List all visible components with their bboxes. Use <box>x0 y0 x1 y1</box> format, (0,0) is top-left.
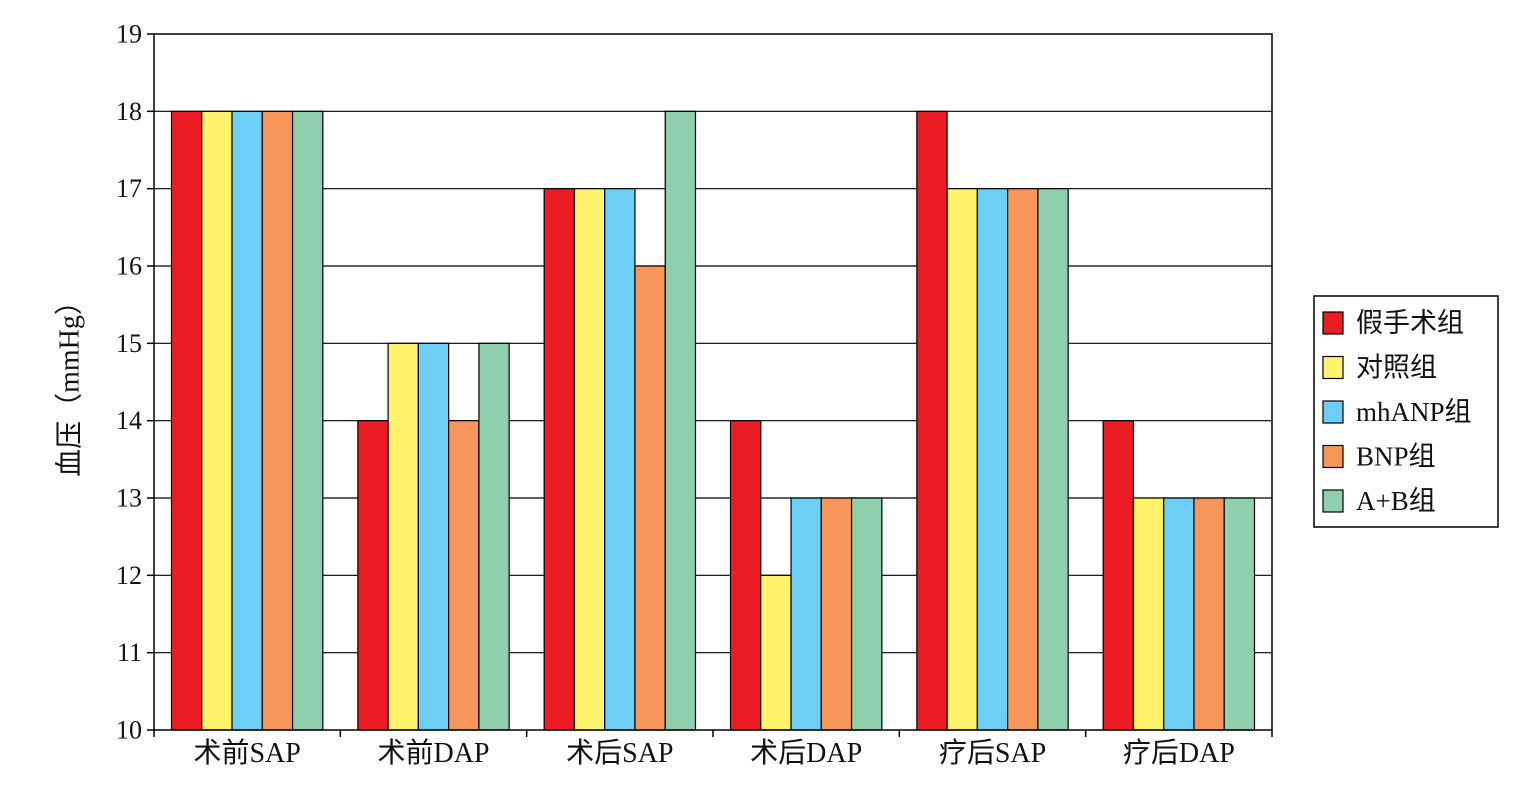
legend-label: 对照组 <box>1356 353 1437 383</box>
bar <box>976 188 1009 731</box>
gridlines <box>154 110 1272 654</box>
bar <box>790 497 822 731</box>
y-tick-label: 11 <box>117 638 142 667</box>
bar <box>664 110 697 731</box>
y-tick-label: 14 <box>116 406 142 435</box>
bar <box>1223 497 1256 731</box>
y-axis-ticks: 10 11 12 13 14 15 16 17 18 19 <box>116 20 154 745</box>
bar <box>573 188 606 731</box>
y-tick-label: 19 <box>116 20 142 49</box>
bar <box>1132 497 1165 731</box>
bar <box>760 574 792 731</box>
bar <box>604 188 636 731</box>
legend-swatch <box>1322 489 1344 513</box>
bar <box>448 420 480 731</box>
legend-frame <box>1313 295 1499 528</box>
x-tick-label: 术后SAP <box>566 737 673 769</box>
y-axis-label: 血压（mmHg） <box>54 287 86 477</box>
legend-swatch <box>1322 311 1344 335</box>
bar <box>291 110 324 731</box>
y-tick-label: 18 <box>116 97 142 126</box>
bar <box>850 497 883 731</box>
x-axis-ticks: 术前SAP 术前DAP 术后SAP 术后DAP 疗后SAP 疗后DAP <box>153 730 1273 769</box>
bar <box>357 420 389 731</box>
legend-swatch <box>1322 400 1344 424</box>
bar <box>478 342 510 731</box>
bar <box>387 342 419 731</box>
bar <box>1102 420 1135 731</box>
y-tick-label: 16 <box>116 252 142 281</box>
bar <box>729 420 762 731</box>
legend-swatch <box>1322 355 1344 380</box>
bar <box>1193 497 1225 731</box>
y-tick-label: 17 <box>116 174 142 203</box>
bar <box>1037 188 1069 731</box>
bar <box>1163 497 1195 731</box>
bar <box>946 188 978 731</box>
bar <box>261 110 294 731</box>
bar <box>201 110 233 731</box>
bar <box>820 497 853 731</box>
legend-label: 假手术组 <box>1356 308 1464 338</box>
legend-label: mhANP组 <box>1356 397 1472 427</box>
x-tick-label: 疗后SAP <box>939 737 1046 769</box>
bar <box>231 110 263 731</box>
x-tick-label: 术前DAP <box>377 737 489 769</box>
x-tick-label: 术前SAP <box>193 737 300 769</box>
bar <box>634 265 666 731</box>
legend-swatch <box>1322 444 1344 469</box>
bar <box>916 110 948 731</box>
legend-label: BNP组 <box>1356 442 1436 472</box>
bar <box>543 188 576 731</box>
y-tick-label: 15 <box>116 329 142 358</box>
bar <box>170 110 203 731</box>
y-tick-label: 13 <box>116 484 142 513</box>
legend-label: A+B组 <box>1356 486 1436 516</box>
bar <box>1007 188 1039 731</box>
x-tick-label: 疗后DAP <box>1123 737 1235 769</box>
x-tick-label: 术后DAP <box>750 737 862 769</box>
y-tick-label: 10 <box>116 716 142 745</box>
bar <box>417 342 450 731</box>
y-tick-label: 12 <box>116 561 142 590</box>
